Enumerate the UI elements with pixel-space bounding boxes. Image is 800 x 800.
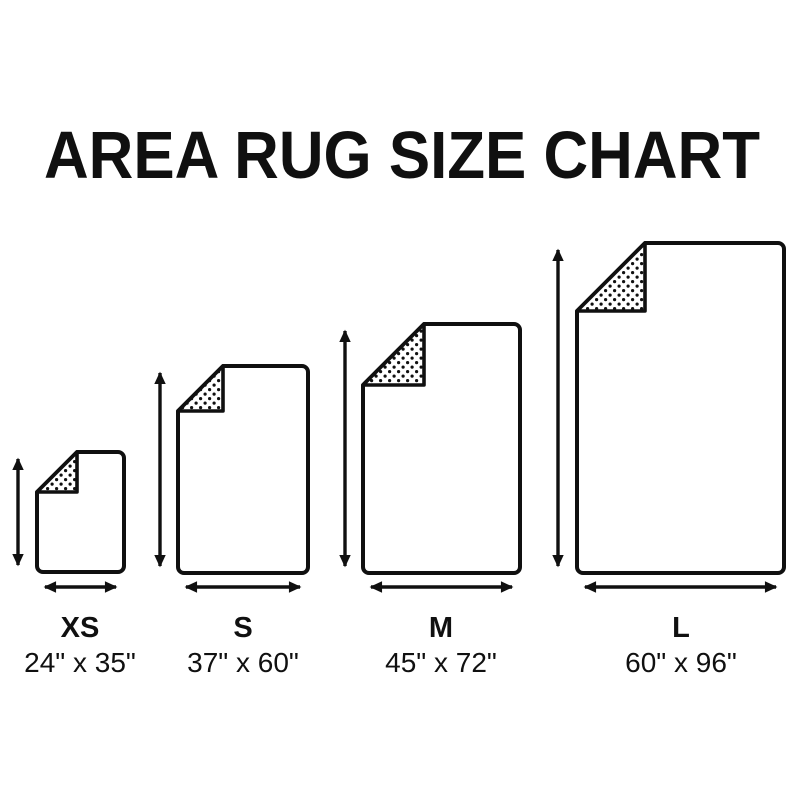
l-size-label: L xyxy=(672,612,690,644)
s-size-label: S xyxy=(233,612,252,644)
m-size-label: M xyxy=(429,612,453,644)
xs-dimensions-label: 24" x 35" xyxy=(24,647,136,678)
page-title: AREA RUG SIZE CHART xyxy=(44,118,760,193)
m-fold-corner xyxy=(361,322,426,387)
m-dimensions-label: 45" x 72" xyxy=(385,647,497,678)
s-fold-corner xyxy=(176,364,225,413)
rug-group-l: L 60" x 96" xyxy=(552,241,786,678)
rug-group-m: M 45" x 72" xyxy=(339,322,522,678)
s-dimensions-label: 37" x 60" xyxy=(187,647,299,678)
xs-rug-outline xyxy=(35,450,126,574)
l-dimensions-label: 60" x 96" xyxy=(625,647,737,678)
l-rug-outline xyxy=(575,241,786,575)
rug-group-s: S 37" x 60" xyxy=(154,364,310,678)
l-fold-corner xyxy=(575,241,647,313)
rug-group-xs: XS 24" x 35" xyxy=(12,450,136,678)
xs-fold-corner xyxy=(35,450,79,494)
xs-size-label: XS xyxy=(61,612,100,644)
s-rug-outline xyxy=(176,364,310,575)
